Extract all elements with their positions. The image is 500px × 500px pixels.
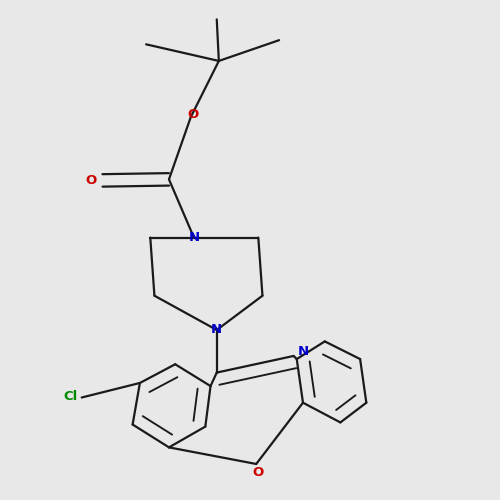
Text: O: O: [252, 466, 264, 479]
Text: N: N: [188, 231, 200, 244]
Text: Cl: Cl: [63, 390, 78, 403]
Text: O: O: [188, 108, 199, 121]
Text: N: N: [211, 324, 222, 336]
Text: O: O: [86, 174, 96, 187]
Text: N: N: [298, 346, 308, 358]
